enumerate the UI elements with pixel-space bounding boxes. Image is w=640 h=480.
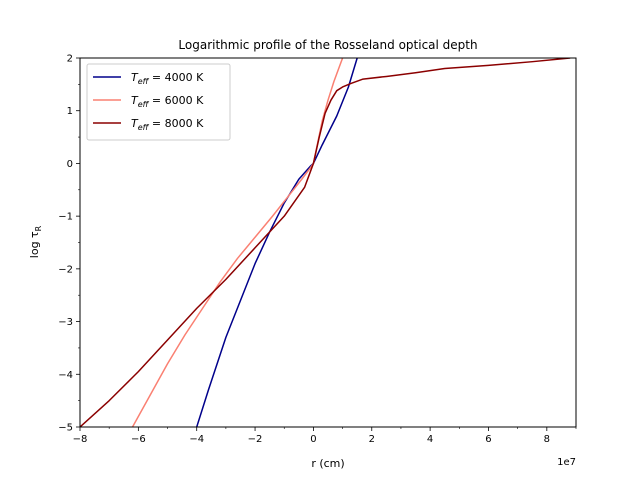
y-tick-label: −1 <box>58 212 73 223</box>
x-axis-label: r (cm) <box>311 457 344 470</box>
legend-label-3: Teff = 8000 K <box>131 117 204 132</box>
x-tick-label: −2 <box>248 434 263 445</box>
legend: Teff = 4000 K Teff = 6000 K Teff = 8000 K <box>86 63 231 141</box>
y-tick-label: 2 <box>67 54 73 65</box>
series-line-3 <box>80 58 571 427</box>
x-tick-label: 0 <box>310 434 316 445</box>
y-axis-label-subscript: R <box>34 225 43 231</box>
series-line-2 <box>131 58 344 427</box>
x-tick-label: −4 <box>189 434 204 445</box>
y-axis-label-main: log τ <box>28 231 41 258</box>
y-tick-label: −3 <box>58 317 73 328</box>
plot-area <box>80 58 571 427</box>
x-tick-label: −8 <box>73 434 88 445</box>
legend-label-1: Teff = 4000 K <box>131 71 204 86</box>
legend-frame <box>86 63 231 141</box>
y-tick-label: −4 <box>58 370 73 381</box>
axis-ticks: −8 −6 −4 −2 0 2 4 6 8 −5 −4 −3 −2 −1 0 1 2 <box>58 54 577 445</box>
x-axis-offset-label: 1e7 <box>557 457 576 468</box>
y-axis-label: log τR <box>28 225 43 258</box>
plot-frame <box>79 57 577 428</box>
x-tick-label: −6 <box>131 434 146 445</box>
x-tick-label: 8 <box>544 434 550 445</box>
y-tick-label: −5 <box>58 423 73 434</box>
y-tick-label: 1 <box>67 106 73 117</box>
y-tick-label: 0 <box>67 159 73 170</box>
chart-title: Logarithmic profile of the Rosseland opt… <box>178 38 477 52</box>
x-tick-label: 2 <box>369 434 375 445</box>
x-tick-label: 6 <box>485 434 491 445</box>
legend-label-2: Teff = 6000 K <box>131 94 204 109</box>
x-tick-label: 4 <box>427 434 433 445</box>
y-tick-label: −2 <box>58 264 73 275</box>
